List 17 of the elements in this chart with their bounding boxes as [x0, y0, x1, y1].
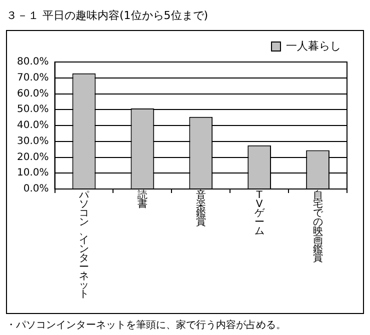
x-tick-label: 音楽鑑賞	[195, 190, 206, 228]
x-tick-label: TVゲーム	[254, 190, 265, 237]
text: ・パソコンインターネットを筆頭に、家で行う内容が占める。	[6, 318, 286, 332]
x-tick-label: 自宅での映画鑑賞	[312, 190, 324, 264]
chart-title: ３－１ 平日の趣味内容(1位から5位まで)	[6, 8, 208, 23]
y-tick-label: 50.0%	[16, 104, 49, 116]
y-tick-label: 20.0%	[16, 152, 49, 163]
category-label: パソコン、インターネット	[78, 190, 89, 300]
y-tick-label: 40.0%	[16, 120, 49, 132]
y-tick-label: 70.0%	[16, 72, 49, 84]
x-tick-label: 読書	[136, 190, 148, 210]
legend-label: 一人暮らし	[286, 39, 341, 52]
y-tick-label: 30.0%	[16, 136, 49, 147]
y-tick-label: 10.0%	[16, 168, 49, 179]
y-tick-label: 0.0%	[23, 184, 49, 195]
y-tick-label: 60.0%	[16, 88, 49, 100]
y-tick-label: 80.0%	[16, 56, 49, 68]
